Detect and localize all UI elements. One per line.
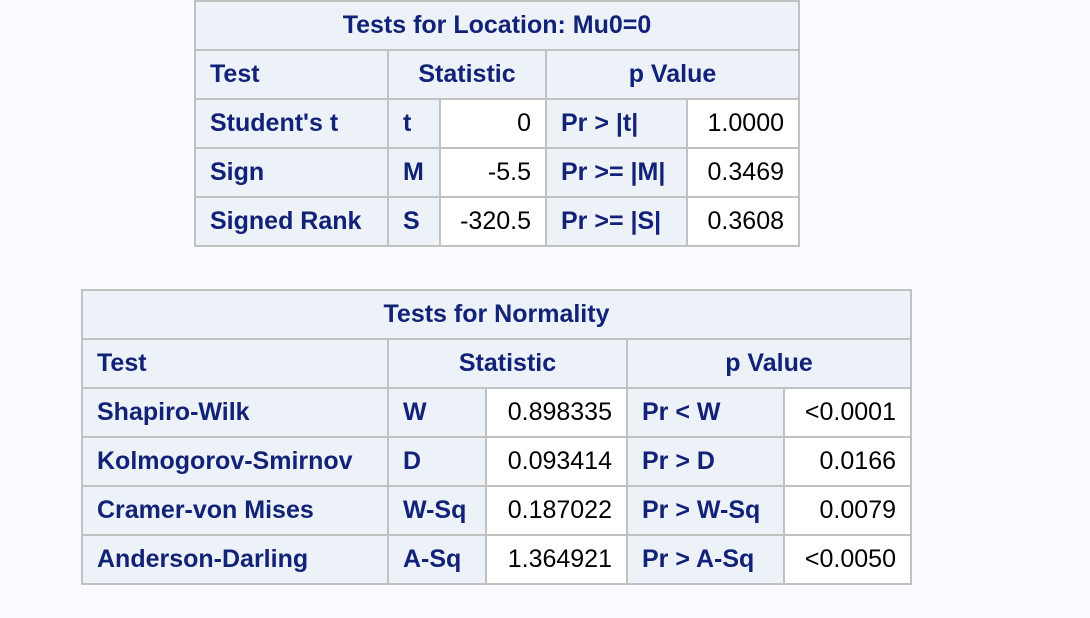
column-header-statistic: Statistic xyxy=(387,338,628,389)
row-header-test: Signed Rank xyxy=(194,196,389,247)
p-value-label: Pr > |t| xyxy=(545,98,688,149)
table-caption-row: Tests for Normality xyxy=(81,289,912,340)
p-value: 0.0079 xyxy=(783,485,912,536)
p-value-label: Pr >= |M| xyxy=(545,147,688,198)
table-title: Tests for Normality xyxy=(81,289,912,340)
p-value-label: Pr > A-Sq xyxy=(626,534,785,585)
location-tests-table: Tests for Location: Mu0=0 Test Statistic… xyxy=(194,0,800,247)
table-row: Anderson-Darling A-Sq 1.364921 Pr > A-Sq… xyxy=(81,534,912,585)
p-value: 0.0166 xyxy=(783,436,912,487)
column-header-test: Test xyxy=(194,49,389,100)
row-header-test: Shapiro-Wilk xyxy=(81,387,389,438)
table-title: Tests for Location: Mu0=0 xyxy=(194,0,800,51)
table-header-row: Test Statistic p Value xyxy=(81,338,912,389)
statistic-value: -5.5 xyxy=(439,147,547,198)
p-value-label: Pr > D xyxy=(626,436,785,487)
table-row: Signed Rank S -320.5 Pr >= |S| 0.3608 xyxy=(194,196,800,247)
statistic-label: W xyxy=(387,387,487,438)
column-header-p-value: p Value xyxy=(545,49,800,100)
statistic-label: S xyxy=(387,196,441,247)
p-value-label: Pr < W xyxy=(626,387,785,438)
statistic-label: A-Sq xyxy=(387,534,487,585)
p-value-label: Pr >= |S| xyxy=(545,196,688,247)
statistic-label: M xyxy=(387,147,441,198)
normality-tests-table: Tests for Normality Test Statistic p Val… xyxy=(81,289,912,585)
table-row: Kolmogorov-Smirnov D 0.093414 Pr > D 0.0… xyxy=(81,436,912,487)
statistic-label: D xyxy=(387,436,487,487)
statistic-value: 0.093414 xyxy=(485,436,628,487)
table-row: Sign M -5.5 Pr >= |M| 0.3469 xyxy=(194,147,800,198)
statistic-value: 0.898335 xyxy=(485,387,628,438)
row-header-test: Cramer-von Mises xyxy=(81,485,389,536)
table-header-row: Test Statistic p Value xyxy=(194,49,800,100)
table-row: Cramer-von Mises W-Sq 0.187022 Pr > W-Sq… xyxy=(81,485,912,536)
p-value: <0.0001 xyxy=(783,387,912,438)
table-row: Shapiro-Wilk W 0.898335 Pr < W <0.0001 xyxy=(81,387,912,438)
statistic-value: 1.364921 xyxy=(485,534,628,585)
p-value: <0.0050 xyxy=(783,534,912,585)
statistic-value: 0 xyxy=(439,98,547,149)
row-header-test: Student's t xyxy=(194,98,389,149)
table-caption-row: Tests for Location: Mu0=0 xyxy=(194,0,800,51)
statistic-value: -320.5 xyxy=(439,196,547,247)
column-header-p-value: p Value xyxy=(626,338,912,389)
statistic-label: t xyxy=(387,98,441,149)
table-row: Student's t t 0 Pr > |t| 1.0000 xyxy=(194,98,800,149)
column-header-test: Test xyxy=(81,338,389,389)
p-value: 0.3469 xyxy=(686,147,800,198)
row-header-test: Anderson-Darling xyxy=(81,534,389,585)
statistic-label: W-Sq xyxy=(387,485,487,536)
column-header-statistic: Statistic xyxy=(387,49,547,100)
p-value-label: Pr > W-Sq xyxy=(626,485,785,536)
p-value: 0.3608 xyxy=(686,196,800,247)
row-header-test: Sign xyxy=(194,147,389,198)
p-value: 1.0000 xyxy=(686,98,800,149)
statistic-value: 0.187022 xyxy=(485,485,628,536)
row-header-test: Kolmogorov-Smirnov xyxy=(81,436,389,487)
